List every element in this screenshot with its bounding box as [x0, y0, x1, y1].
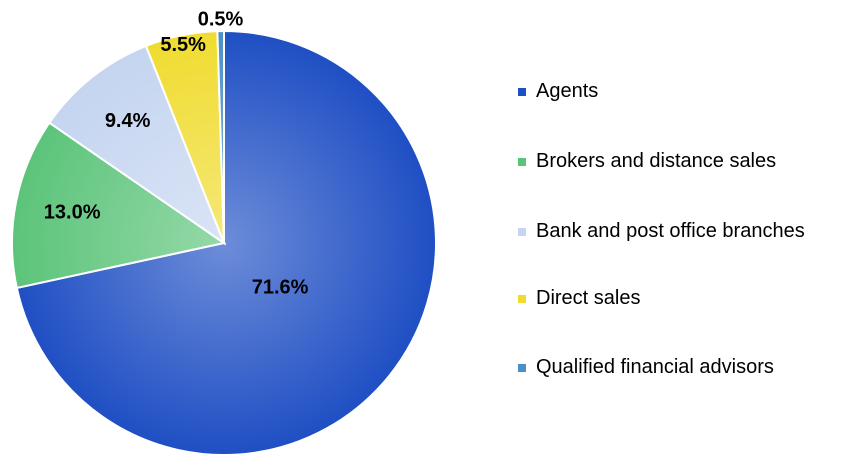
- legend-swatch: [518, 88, 526, 96]
- legend-item: Qualified financial advisors: [518, 354, 843, 381]
- legend-item: Bank and post office branches: [518, 218, 843, 245]
- legend-swatch: [518, 364, 526, 372]
- legend-item: Agents: [518, 78, 843, 105]
- legend: Agents Brokers and distance sales Bank and…: [518, 0, 848, 460]
- data-label: 5.5%: [160, 34, 206, 56]
- legend-item: Direct sales: [518, 285, 843, 312]
- data-label: 13.0%: [44, 201, 101, 223]
- legend-item: Brokers and distance sales: [518, 148, 843, 175]
- chart: 71.6% 13.0% 9.4% 5.5% 0.5%: [11, 9, 437, 456]
- legend-swatch: [518, 228, 526, 236]
- legend-swatch: [518, 295, 526, 303]
- data-label: 0.5%: [198, 9, 244, 31]
- legend-label: Qualified financial advisors: [536, 356, 774, 378]
- legend-label: Direct sales: [536, 287, 641, 309]
- legend-swatch: [518, 158, 526, 166]
- legend-label: Agents: [536, 80, 599, 102]
- data-label: 71.6%: [252, 277, 309, 299]
- data-label: 9.4%: [105, 110, 151, 132]
- legend-label: Bank and post office branches: [536, 220, 805, 242]
- legend-label: Brokers and distance sales: [536, 150, 777, 172]
